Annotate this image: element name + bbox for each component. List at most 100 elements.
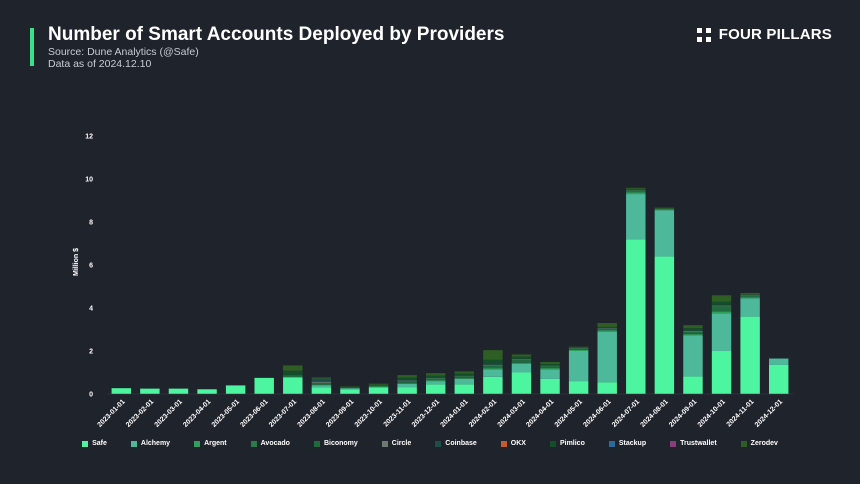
bar-segment-argent — [597, 330, 617, 332]
legend-label: Argent — [204, 440, 227, 447]
title-accent-bar — [30, 28, 34, 66]
bar-segment-avocado — [654, 209, 675, 210]
legend-label: Stackup — [618, 440, 647, 447]
bar-segment-argent — [568, 349, 589, 351]
bar-segment-pimlico — [511, 356, 532, 359]
chart-legend: Safe Alchemy Argent Avocado Biconomy Circle Co… — [0, 440, 860, 447]
bar-segment-safe — [425, 384, 446, 394]
legend-swatch — [670, 440, 677, 447]
bar-segment-avocado — [568, 349, 589, 350]
x-tick-label: 2024-04-01 — [525, 398, 555, 428]
bar-segment-argent — [454, 378, 475, 379]
x-tick-label: 2024-02-01 — [468, 398, 498, 428]
four-pillars-logo: FOUR PILLARS — [696, 26, 832, 43]
bar-segment-biconomy — [425, 378, 446, 381]
legend-label: Zerodev — [750, 440, 778, 447]
chart-title: Number of Smart Accounts Deployed by Pro… — [48, 24, 505, 45]
bar-segment-zerodev — [283, 365, 303, 371]
bar-segment-alchemy — [740, 298, 760, 317]
bar-segment-zerodev — [340, 386, 360, 387]
legend-item-okx: OKX — [500, 440, 526, 447]
bar-segment-coinbase — [740, 294, 760, 296]
bar-segment-circle — [626, 189, 646, 191]
bar-segment-biconomy — [597, 328, 617, 330]
x-tick-label: 2023-02-01 — [125, 398, 155, 428]
bar-segment-argent — [511, 362, 532, 364]
legend-item-avocado: Avocado — [250, 440, 290, 447]
bar-segment-biconomy — [340, 387, 360, 389]
bar-segment-safe — [454, 384, 475, 394]
y-tick-label: 2 — [89, 349, 93, 356]
bar-segment-pimlico — [711, 301, 732, 305]
bar-segment-safe — [168, 388, 189, 394]
bar-segment-argent — [740, 297, 760, 299]
bar-segment-safe — [597, 382, 617, 394]
x-tick-label: 2023-04-01 — [182, 398, 212, 428]
bar-segment-argent — [425, 380, 446, 382]
x-tick-label: 2023-01-01 — [96, 398, 126, 428]
bar-segment-pimlico — [397, 377, 417, 380]
bar-segment-biconomy — [483, 365, 503, 368]
bar-segment-argent — [540, 368, 560, 370]
bar-segment-coinbase — [483, 364, 503, 365]
bar-segment-avocado — [454, 377, 475, 379]
bar-segment-coinbase — [568, 347, 589, 348]
bar-segment-avocado — [597, 329, 617, 331]
x-tick-label: 2023-05-01 — [211, 398, 241, 428]
x-tick-label: 2024-11-01 — [726, 398, 756, 428]
legend-swatch — [82, 440, 89, 447]
legend-label: Alchemy — [140, 440, 171, 447]
bar-segment-circle — [597, 328, 617, 329]
bar-segment-argent — [397, 383, 417, 384]
bar-segment-pimlico — [683, 328, 703, 331]
x-tick-label: 2024-12-01 — [754, 398, 784, 428]
bar-segment-pimlico — [425, 375, 446, 378]
bar-segment-safe — [483, 376, 503, 394]
legend-swatch — [608, 440, 615, 447]
bar-segment-zerodev — [654, 207, 675, 209]
x-tick-label: 2024-10-01 — [697, 398, 727, 428]
bar-segment-argent — [711, 311, 732, 314]
bar-segment-safe — [740, 316, 760, 394]
bar-segment-coinbase — [597, 327, 617, 329]
bar-segment-circle — [683, 331, 703, 332]
bar-segment-pimlico — [597, 326, 617, 328]
bar-segment-safe — [626, 239, 646, 394]
bar-segment-alchemy — [626, 194, 646, 240]
bar-segment-circle — [311, 381, 332, 383]
legend-swatch — [250, 440, 257, 447]
bar-segment-safe — [140, 388, 160, 394]
bar-segment-alchemy — [597, 331, 617, 383]
bar-segment-argent — [368, 386, 389, 387]
bar-segment-avocado — [425, 380, 446, 381]
bar-segment-safe — [568, 381, 589, 394]
bar-segment-safe — [683, 376, 703, 394]
legend-label: Circle — [391, 440, 412, 447]
legend-swatch — [740, 440, 747, 447]
bar-segment-argent — [683, 334, 703, 336]
bar-segment-avocado — [711, 310, 732, 312]
bar-segment-zerodev — [597, 323, 617, 327]
legend-swatch — [381, 440, 388, 447]
legend-label: Biconomy — [323, 440, 358, 447]
bar-segment-pimlico — [483, 359, 503, 365]
bar-segment-biconomy — [683, 331, 703, 334]
bar-segment-zerodev — [511, 354, 532, 357]
bar-segment-coinbase — [540, 365, 560, 366]
bar-segment-safe — [311, 387, 332, 394]
bar-segment-pimlico — [340, 386, 360, 388]
x-tick-label: 2024-08-01 — [640, 398, 670, 428]
bar-segment-avocado — [540, 367, 560, 369]
bar-segment-avocado — [397, 382, 417, 384]
bar-segment-zerodev — [626, 187, 646, 189]
bar-segment-pimlico — [540, 364, 560, 366]
bar-segment-safe — [111, 388, 132, 394]
bar-segment-safe — [540, 378, 560, 394]
legend-label: Avocado — [260, 440, 290, 447]
x-tick-label: 2024-09-01 — [668, 398, 698, 428]
bar-segment-zerodev — [683, 325, 703, 329]
bar-segment-circle — [740, 295, 760, 296]
legend-swatch — [313, 440, 320, 447]
bar-segment-biconomy — [283, 375, 303, 378]
